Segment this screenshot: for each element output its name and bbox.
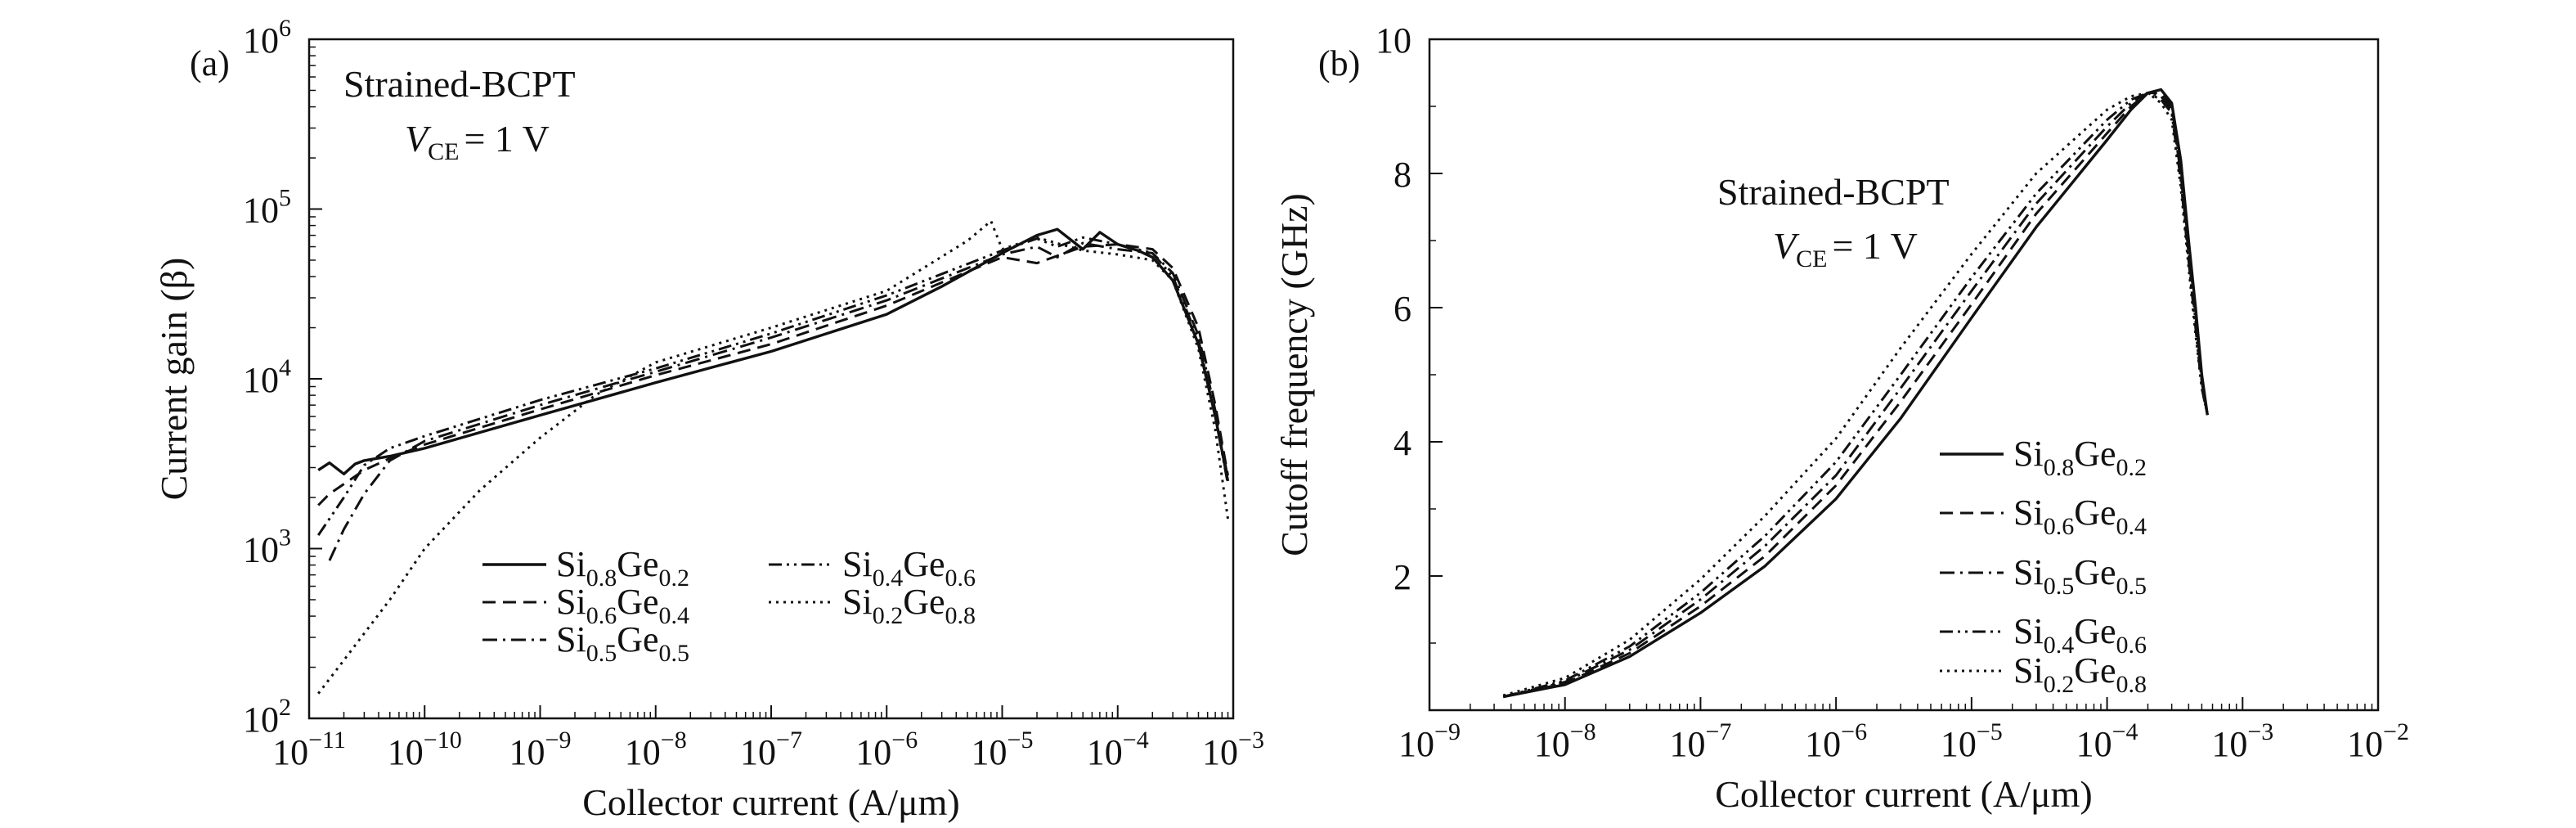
annotation-vce: VCE = 1 V xyxy=(1773,225,1918,272)
y-tick-label: 8 xyxy=(1393,155,1411,195)
series-line-si02-ge08 xyxy=(1502,92,2209,697)
series-line-si04-ge06 xyxy=(316,236,1229,536)
legend-label: Si0.5Ge0.5 xyxy=(2013,552,2147,600)
y-tick-label: 6 xyxy=(1393,289,1411,329)
x-tick-label: 10−5 xyxy=(972,727,1034,772)
y-tick-label: 102 xyxy=(243,694,291,740)
series-line-si05-ge05 xyxy=(328,241,1229,561)
chart-panel-b: (b) 10−9 10−8 10−7 10−6 10−5 10−4 10−3 10−2 2 4 6 8 1… xyxy=(1273,20,2409,815)
plot-frame xyxy=(1428,38,2380,712)
y-tick-label: 2 xyxy=(1393,557,1411,597)
legend-label: Si0.6Ge0.4 xyxy=(556,582,689,629)
legend-label: Si0.5Ge0.5 xyxy=(556,619,689,667)
y-tick-label: 106 xyxy=(243,15,291,61)
legend-label: Si0.2Ge0.8 xyxy=(2013,650,2147,698)
x-tick-label: 10−7 xyxy=(1669,718,1731,764)
x-tick-label: 10−4 xyxy=(1087,727,1149,772)
x-tick-label: 10−7 xyxy=(740,727,802,772)
legend-label: Si0.4Ge0.6 xyxy=(842,544,976,592)
legend-label: Si0.8Ge0.2 xyxy=(556,544,689,592)
series-line-si08-ge02 xyxy=(317,227,1230,482)
x-tick-label: 10−3 xyxy=(1202,727,1264,772)
legend-label: Si0.8Ge0.2 xyxy=(2013,434,2147,481)
y-axis-label: Cutoff frequency (GHz) xyxy=(1273,193,1315,556)
legend-label: Si0.4Ge0.6 xyxy=(2013,611,2147,659)
panel-label: (a) xyxy=(190,43,230,83)
series-line-si06-ge04 xyxy=(317,243,1229,506)
x-tick-label: 10−5 xyxy=(1941,718,2003,764)
x-tick-label: 10−11 xyxy=(272,727,346,772)
x-axis-label: Collector current (A/μm) xyxy=(1715,773,2093,815)
x-tick-label: 10−9 xyxy=(1398,718,1461,764)
y-axis-label: Current gain (β) xyxy=(153,258,195,501)
chart-panel-a: (a) 10−11 10−10 10−9 10−8 10−7 10−6 10−5 10−4 10−… xyxy=(153,15,1264,823)
panel-label: (b) xyxy=(1318,43,1360,83)
x-tick-label: 10−2 xyxy=(2347,718,2409,764)
y-tick-label: 103 xyxy=(243,524,291,570)
annotation-device: Strained-BCPT xyxy=(1717,171,1950,213)
series-line-si05-ge05 xyxy=(1502,92,2209,699)
y-tick-label: 10 xyxy=(1376,20,1411,61)
y-tick-label: 4 xyxy=(1393,423,1411,463)
annotation-vce: VCE = 1 V xyxy=(405,118,550,165)
x-tick-label: 10−6 xyxy=(1805,718,1867,764)
y-tick-label: 104 xyxy=(243,354,291,400)
x-axis-label: Collector current (A/μm) xyxy=(582,781,960,823)
x-tick-label: 10−8 xyxy=(625,727,687,772)
x-tick-label: 10−8 xyxy=(1534,718,1596,764)
series-line-si04-ge06 xyxy=(1502,92,2209,699)
x-tick-label: 10−10 xyxy=(388,727,462,772)
annotation-device: Strained-BCPT xyxy=(343,63,576,105)
series-line-si02-ge08 xyxy=(317,219,1229,695)
x-tick-label: 10−4 xyxy=(2076,718,2138,764)
x-tick-label: 10−3 xyxy=(2211,718,2273,764)
y-tick-label: 105 xyxy=(243,185,291,231)
legend-label: Si0.2Ge0.8 xyxy=(842,582,976,629)
legend-label: Si0.6Ge0.4 xyxy=(2013,493,2147,540)
x-tick-label: 10−9 xyxy=(509,727,572,772)
x-tick-label: 10−6 xyxy=(855,727,918,772)
